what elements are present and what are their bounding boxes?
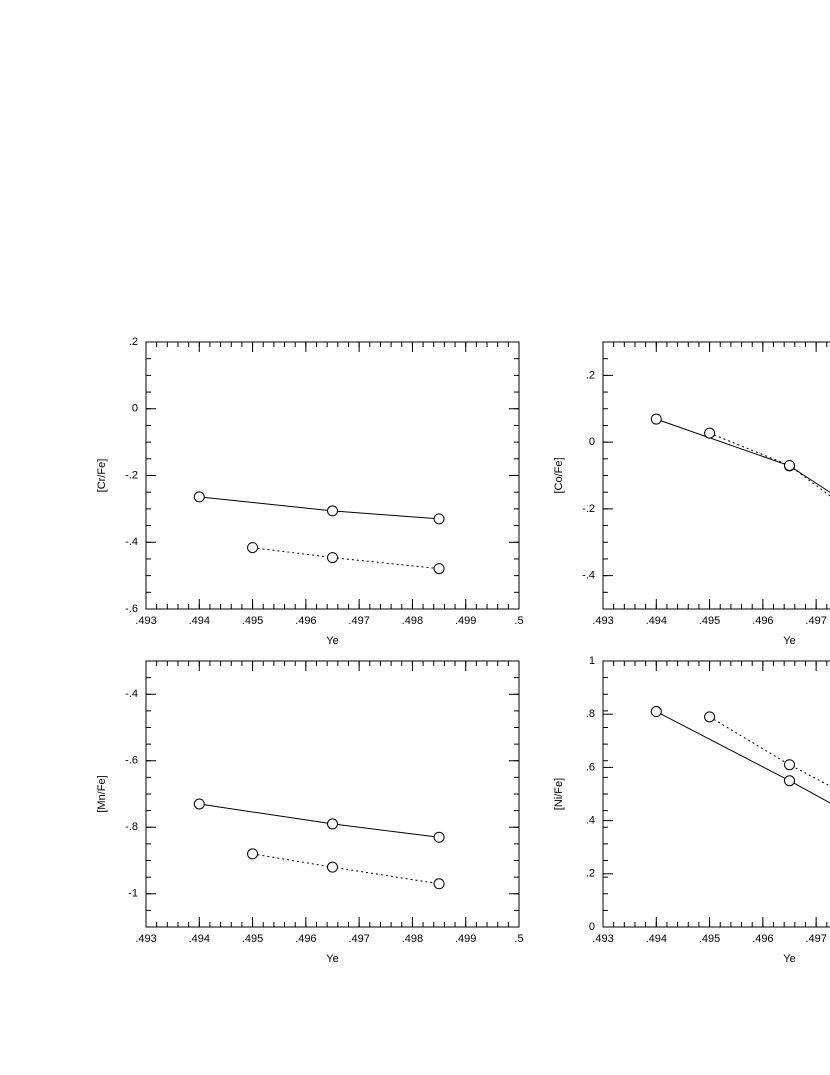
series-line — [199, 803, 440, 838]
data-point — [247, 542, 259, 554]
data-point — [433, 878, 445, 890]
series-line — [709, 716, 830, 787]
y-axis-label: [Ni/Fe] — [553, 778, 565, 810]
series-line — [199, 496, 440, 520]
x-tick-label: .5 — [514, 933, 523, 945]
y-tick-label: -.6 — [125, 755, 138, 767]
data-point — [327, 552, 338, 564]
x-axis-label: Ye — [783, 635, 795, 647]
x-tick-label: .495 — [242, 933, 263, 945]
data-point — [327, 861, 338, 873]
y-axis-label: [Co/Fe] — [553, 457, 565, 493]
x-tick-label: .493 — [592, 933, 613, 945]
x-tick-label: .495 — [242, 615, 263, 627]
data-point — [433, 831, 445, 843]
x-tick-label: .493 — [135, 615, 156, 627]
y-tick-label: 0 — [589, 436, 595, 448]
x-tick-label: .493 — [135, 933, 156, 945]
y-tick-label: -.6 — [125, 603, 138, 615]
series-line — [252, 547, 440, 570]
plot-frame — [602, 341, 830, 610]
x-tick-label: .494 — [189, 615, 210, 627]
x-tick-label: .495 — [699, 933, 720, 945]
x-tick-label: .499 — [455, 615, 476, 627]
y-tick-label: -1 — [128, 888, 138, 900]
data-point — [327, 505, 338, 517]
y-tick-label: .4 — [586, 815, 595, 827]
data-point — [784, 759, 795, 771]
y-tick-label: .2 — [586, 868, 595, 880]
data-point — [433, 563, 445, 575]
x-tick-label: .495 — [699, 615, 720, 627]
x-axis-label: Ye — [326, 635, 338, 647]
x-tick-label: .494 — [646, 615, 667, 627]
series-line — [709, 432, 830, 497]
data-point — [704, 711, 716, 723]
plot-frame — [602, 660, 830, 928]
x-axis-label: Ye — [326, 953, 338, 965]
x-tick-label: .496 — [752, 933, 773, 945]
y-tick-label: 0 — [589, 921, 595, 933]
y-tick-label: .2 — [129, 336, 138, 348]
y-tick-label: -.8 — [125, 821, 138, 833]
data-point — [327, 818, 338, 830]
x-tick-label: .497 — [805, 933, 826, 945]
y-tick-label: -.2 — [125, 469, 138, 481]
x-tick-label: .498 — [402, 615, 423, 627]
y-tick-label: .6 — [586, 761, 595, 773]
series-line — [656, 711, 830, 804]
y-tick-label: -.2 — [582, 503, 595, 515]
y-tick-label: -.4 — [582, 570, 595, 582]
x-tick-label: .498 — [402, 933, 423, 945]
x-tick-label: .494 — [189, 933, 210, 945]
plot-frame — [145, 660, 520, 928]
x-tick-label: .497 — [805, 615, 826, 627]
y-tick-label: .8 — [586, 708, 595, 720]
x-tick-label: .497 — [348, 615, 369, 627]
x-tick-label: .496 — [295, 933, 316, 945]
y-tick-label: 0 — [132, 403, 138, 415]
y-tick-label: 1 — [589, 655, 595, 667]
x-tick-label: .494 — [646, 933, 667, 945]
x-axis-label: Ye — [783, 953, 795, 965]
data-point — [784, 459, 795, 471]
x-tick-label: .497 — [348, 933, 369, 945]
data-point — [784, 775, 795, 787]
x-tick-label: .5 — [514, 615, 523, 627]
plot-frame — [145, 341, 520, 610]
data-point — [247, 848, 259, 860]
x-tick-label: .493 — [592, 615, 613, 627]
data-point — [193, 798, 205, 810]
y-tick-label: .2 — [586, 369, 595, 381]
data-point — [650, 706, 662, 718]
y-tick-label: -.4 — [125, 536, 138, 548]
data-point — [193, 491, 205, 503]
data-point — [650, 413, 662, 425]
x-tick-label: .496 — [295, 615, 316, 627]
data-point — [433, 513, 445, 525]
data-point — [704, 427, 716, 439]
y-axis-label: [Mn/Fe] — [96, 775, 108, 812]
y-axis-label: [Cr/Fe] — [96, 459, 108, 493]
x-tick-label: .499 — [455, 933, 476, 945]
series-line — [656, 418, 830, 493]
x-tick-label: .496 — [752, 615, 773, 627]
y-tick-label: -.4 — [125, 688, 138, 700]
series-line — [252, 853, 440, 885]
